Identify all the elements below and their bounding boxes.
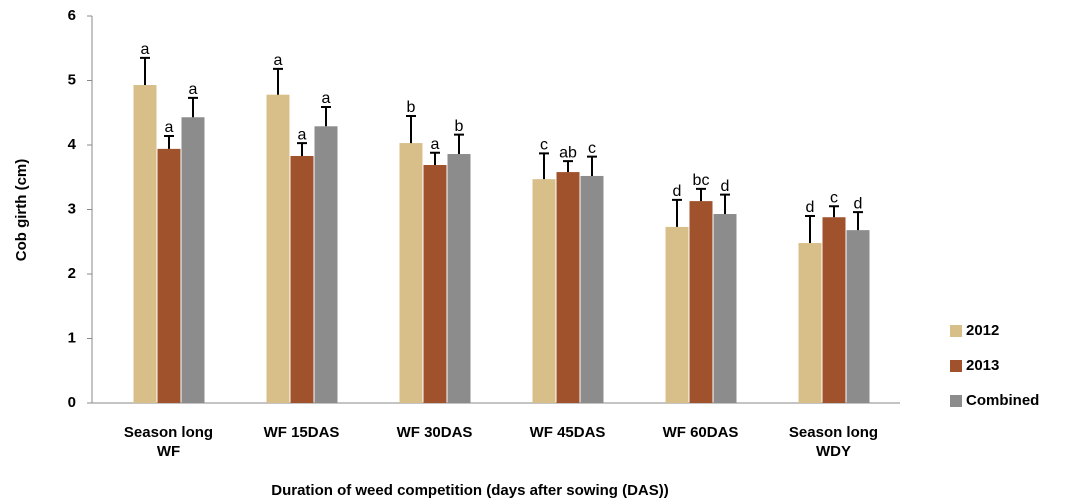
bar bbox=[133, 85, 157, 403]
error-bar bbox=[164, 134, 174, 149]
error-bar bbox=[454, 133, 464, 155]
error-bar bbox=[829, 205, 839, 218]
significance-label: bc bbox=[693, 172, 710, 189]
significance-label: c bbox=[588, 140, 596, 157]
bar bbox=[556, 172, 580, 403]
bar bbox=[689, 201, 713, 403]
significance-label: a bbox=[322, 90, 331, 107]
x-tick-label: WF 45DAS bbox=[529, 424, 606, 441]
bar bbox=[290, 155, 314, 403]
x-tick-label: WF 30DAS bbox=[396, 424, 473, 441]
x-tick-label: WF 15DAS bbox=[263, 424, 340, 441]
significance-label: c bbox=[540, 137, 548, 154]
significance-label: b bbox=[407, 99, 416, 116]
y-tick-label: 3 bbox=[68, 200, 76, 217]
bar bbox=[157, 148, 181, 403]
significance-label: d bbox=[673, 183, 682, 200]
error-bar bbox=[297, 142, 307, 156]
bar bbox=[532, 179, 556, 403]
error-bar bbox=[539, 152, 549, 180]
error-bar bbox=[321, 105, 331, 127]
significance-label: ab bbox=[559, 144, 577, 161]
significance-label: b bbox=[455, 118, 464, 135]
error-bar bbox=[406, 114, 416, 144]
error-bar bbox=[273, 67, 283, 95]
y-axis-title: Cob girth (cm) bbox=[13, 159, 30, 262]
significance-label: a bbox=[298, 126, 307, 143]
legend-label: Combined bbox=[966, 392, 1039, 409]
error-bar bbox=[430, 151, 440, 165]
legend-swatch bbox=[950, 360, 962, 372]
y-tick-label: 4 bbox=[68, 136, 77, 153]
x-tick-label: Season long WDY bbox=[788, 424, 879, 460]
bar bbox=[423, 164, 447, 403]
bar bbox=[798, 243, 822, 403]
bar bbox=[822, 217, 846, 403]
bar bbox=[665, 226, 689, 403]
significance-label: d bbox=[806, 199, 815, 216]
significance-label: a bbox=[141, 41, 150, 58]
legend-label: 2013 bbox=[966, 357, 999, 374]
y-tick-label: 1 bbox=[68, 329, 76, 346]
significance-label: a bbox=[165, 119, 174, 136]
bar bbox=[266, 94, 290, 403]
x-axis-title: Duration of weed competition (days after… bbox=[271, 482, 669, 499]
x-tick-label: WF 60DAS bbox=[662, 424, 739, 441]
error-bar bbox=[672, 198, 682, 227]
error-bar bbox=[188, 96, 198, 118]
error-bar bbox=[587, 155, 597, 176]
bar bbox=[399, 143, 423, 403]
x-tick-label: Season long WF bbox=[123, 424, 214, 460]
bar bbox=[580, 175, 604, 403]
error-bar bbox=[696, 187, 706, 202]
bar bbox=[846, 230, 870, 403]
error-bar bbox=[805, 214, 815, 244]
y-tick-label: 2 bbox=[68, 265, 76, 282]
legend-swatch bbox=[950, 395, 962, 407]
y-tick-label: 0 bbox=[68, 394, 76, 411]
legend-swatch bbox=[950, 325, 962, 337]
significance-label: d bbox=[721, 178, 730, 195]
error-bar bbox=[720, 193, 730, 215]
significance-label: a bbox=[274, 52, 283, 69]
significance-label: c bbox=[830, 189, 838, 206]
significance-label: d bbox=[854, 195, 863, 212]
bar bbox=[181, 117, 205, 403]
bar bbox=[713, 214, 737, 403]
bar bbox=[314, 126, 338, 404]
significance-label: a bbox=[431, 136, 440, 153]
error-bar bbox=[563, 160, 573, 173]
significance-label: a bbox=[189, 81, 198, 98]
y-tick-label: 5 bbox=[68, 71, 76, 88]
y-tick-label: 6 bbox=[68, 7, 76, 24]
error-bar bbox=[140, 56, 150, 86]
error-bar bbox=[853, 211, 863, 231]
legend-label: 2012 bbox=[966, 322, 999, 339]
bar bbox=[447, 154, 471, 403]
